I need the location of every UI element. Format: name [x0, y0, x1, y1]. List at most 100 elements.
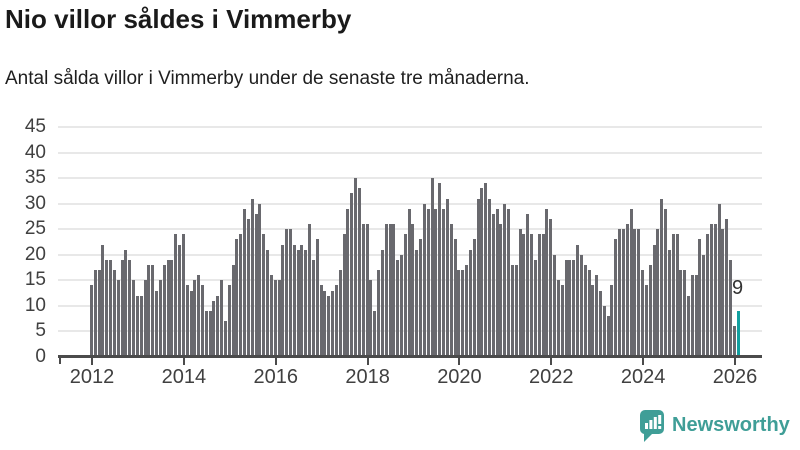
highlight-value-label: 9 [732, 277, 744, 299]
bar [388, 224, 392, 357]
x-tick-label: 2018 [345, 366, 390, 388]
bar [488, 198, 491, 357]
bar [564, 259, 568, 357]
bar [698, 239, 702, 357]
bar [419, 239, 423, 357]
bar [246, 219, 250, 357]
y-tick-label: 5 [35, 320, 46, 342]
x-axis-tick [274, 358, 277, 365]
bar [204, 311, 208, 357]
bar [308, 224, 312, 357]
bar [185, 285, 189, 357]
chart-title: Nio villor såldes i Vimmerby [5, 4, 352, 34]
bar [216, 295, 220, 357]
bar [380, 249, 384, 357]
bar [407, 208, 411, 357]
bar [457, 270, 461, 357]
bar [311, 259, 315, 357]
bar [109, 259, 113, 357]
bar [281, 244, 285, 357]
bar [453, 239, 457, 357]
bar [491, 213, 495, 357]
bar [411, 224, 415, 357]
bar [717, 203, 721, 357]
bar [495, 208, 499, 357]
bar [392, 224, 396, 357]
bar [220, 280, 224, 357]
bar [664, 208, 668, 357]
bar [422, 203, 426, 357]
bar [568, 259, 572, 357]
bar [162, 265, 166, 357]
bar [235, 239, 239, 357]
gridline [58, 126, 762, 128]
bar [484, 183, 488, 357]
bar [732, 326, 736, 357]
bar [338, 270, 342, 357]
bar [269, 275, 273, 357]
x-tick-label: 2014 [161, 366, 207, 388]
bar [629, 208, 633, 357]
y-tick-label: 0 [35, 346, 46, 367]
bar [258, 203, 262, 357]
bar [602, 305, 606, 357]
bar [526, 213, 530, 357]
bar [403, 234, 407, 357]
bar [112, 270, 116, 357]
bar [690, 275, 694, 357]
bar [675, 234, 679, 357]
bar [331, 290, 335, 357]
bar [90, 285, 93, 357]
bar [151, 265, 155, 357]
bar [736, 311, 740, 357]
bar [537, 234, 541, 357]
bar [181, 234, 185, 357]
bar [687, 295, 690, 357]
bar [713, 224, 717, 357]
bar [147, 265, 151, 357]
bar [533, 259, 537, 357]
bar [468, 249, 472, 357]
bar [170, 259, 174, 357]
bar [334, 285, 338, 357]
bar [430, 178, 434, 357]
bar [472, 239, 476, 357]
bar [143, 280, 147, 357]
bar [273, 280, 277, 357]
bar [633, 229, 637, 357]
bar [399, 254, 403, 357]
bar [277, 280, 281, 357]
bar [522, 234, 526, 357]
bar [553, 254, 557, 357]
x-axis-tick [182, 358, 185, 365]
bar [545, 208, 549, 357]
bar [116, 280, 120, 357]
bar [621, 229, 625, 357]
bar [361, 224, 365, 357]
bar [354, 178, 358, 357]
bar [262, 234, 266, 357]
bar [365, 224, 369, 357]
x-tick-label: 2022 [529, 366, 574, 388]
bar [327, 295, 331, 357]
bar [289, 229, 292, 357]
bar [702, 254, 706, 357]
x-axis-tick [91, 358, 93, 365]
y-tick-label: 20 [24, 243, 46, 265]
bar [342, 234, 346, 357]
brand-name: Newsworthy [672, 414, 790, 436]
bar [357, 188, 361, 357]
x-axis-tick [458, 358, 461, 365]
bar [549, 219, 553, 357]
bar [729, 259, 733, 357]
bar [227, 285, 231, 357]
bar [583, 265, 587, 357]
bar [426, 208, 430, 357]
bar [438, 183, 442, 357]
bar [606, 316, 610, 357]
bar [683, 270, 687, 357]
bar [618, 229, 622, 357]
bar [319, 285, 323, 357]
bar [556, 280, 560, 357]
gridline [58, 177, 762, 180]
